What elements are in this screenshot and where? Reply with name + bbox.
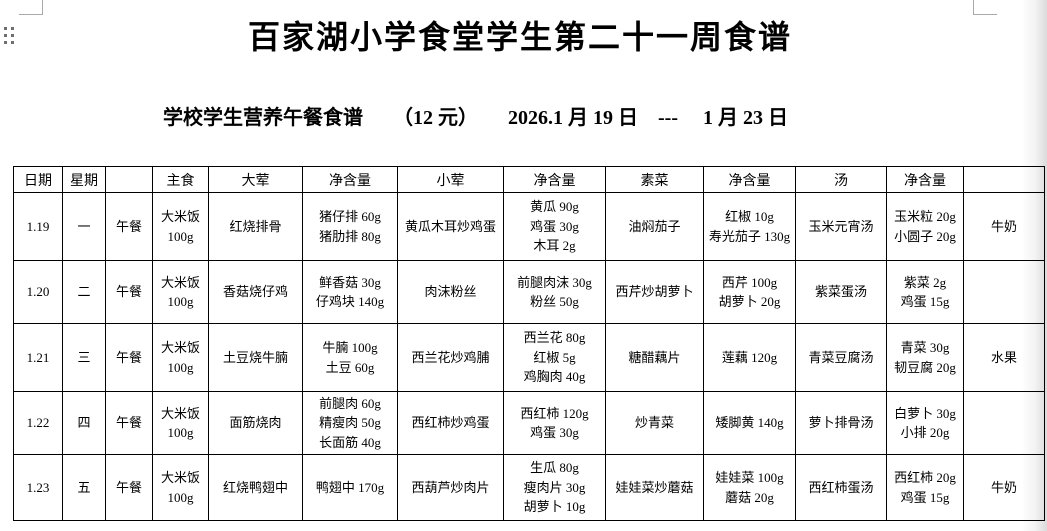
soup-cell[interactable]: 青菜豆腐汤 xyxy=(795,323,887,392)
handle-dot xyxy=(11,41,14,44)
side-weight-cell[interactable]: 西兰花 80g 红椒 5g 鸡胸肉 40g xyxy=(503,323,606,392)
header-staple[interactable]: 主食 xyxy=(152,166,209,193)
soup-weight-cell[interactable]: 白萝卜 30g 小排 20g xyxy=(886,391,964,455)
header-side-net-weight[interactable]: 净含量 xyxy=(503,166,606,193)
soup-weight-cell[interactable]: 青菜 30g 韧豆腐 20g xyxy=(886,323,964,392)
main-dish-cell[interactable]: 香菇烧仔鸡 xyxy=(208,260,303,324)
soup-cell[interactable]: 西红柿蛋汤 xyxy=(795,454,887,521)
main-weight-cell[interactable]: 牛腩 100g 土豆 60g xyxy=(302,323,398,392)
main-dish-cell[interactable]: 红烧鸭翅中 xyxy=(208,454,303,521)
header-weekday[interactable]: 星期 xyxy=(62,166,106,193)
header-soup[interactable]: 汤 xyxy=(795,166,887,193)
text-boundary-mark-left xyxy=(19,0,43,15)
menu-row-friday: 1.23 五 午餐 大米饭 100g 红烧鸭翅中 鸭翅中 170g 西葫芦炒肉片… xyxy=(13,454,1045,521)
weekday-cell[interactable]: 二 xyxy=(62,260,106,324)
soup-weight-cell[interactable]: 玉米粒 20g 小圆子 20g xyxy=(886,192,964,261)
menu-row-tuesday: 1.20 二 午餐 大米饭 100g 香菇烧仔鸡 鲜香菇 30g 仔鸡块 140… xyxy=(13,260,1045,324)
staple-cell[interactable]: 大米饭 100g xyxy=(152,454,209,521)
handle-dot xyxy=(11,34,14,37)
main-weight-cell[interactable]: 猪仔排 60g 猪肋排 80g xyxy=(302,192,398,261)
meal-cell[interactable]: 午餐 xyxy=(105,260,153,324)
main-dish-cell[interactable]: 红烧排骨 xyxy=(208,192,303,261)
header-veg-net-weight[interactable]: 净含量 xyxy=(703,166,796,193)
text-boundary-mark-right xyxy=(973,0,997,15)
veg-weight-cell[interactable]: 西芹 100g 胡萝卜 20g xyxy=(703,260,796,324)
menu-row-thursday: 1.22 四 午餐 大米饭 100g 面筋烧肉 前腿肉 60g 精瘦肉 50g … xyxy=(13,391,1045,455)
meal-cell[interactable]: 午餐 xyxy=(105,391,153,455)
side-weight-cell[interactable]: 生瓜 80g 瘦肉片 30g 胡萝卜 10g xyxy=(503,454,606,521)
weekday-cell[interactable]: 四 xyxy=(62,391,106,455)
header-veg-dish[interactable]: 素菜 xyxy=(605,166,704,193)
header-main-dish[interactable]: 大荤 xyxy=(208,166,303,193)
extra-cell[interactable]: 水果 xyxy=(963,323,1045,392)
main-weight-cell[interactable]: 前腿肉 60g 精瘦肉 50g 长面筋 40g xyxy=(302,391,398,455)
main-dish-cell[interactable]: 土豆烧牛腩 xyxy=(208,323,303,392)
soup-weight-cell[interactable]: 紫菜 2g 鸡蛋 15g xyxy=(886,260,964,324)
menu-table: 日期 星期 主食 大荤 净含量 小荤 净含量 素菜 净含量 汤 净含量 1.19… xyxy=(13,166,1045,521)
menu-header-row: 日期 星期 主食 大荤 净含量 小荤 净含量 素菜 净含量 汤 净含量 xyxy=(13,166,1045,193)
side-dish-cell[interactable]: 西兰花炒鸡脯 xyxy=(397,323,504,392)
side-weight-cell[interactable]: 黄瓜 90g 鸡蛋 30g 木耳 2g xyxy=(503,192,606,261)
extra-cell[interactable]: 牛奶 xyxy=(963,192,1045,261)
handle-dot xyxy=(11,27,14,30)
header-side-dish[interactable]: 小荤 xyxy=(397,166,504,193)
weekday-cell[interactable]: 三 xyxy=(62,323,106,392)
main-weight-cell[interactable]: 鲜香菇 30g 仔鸡块 140g xyxy=(302,260,398,324)
weekday-cell[interactable]: 五 xyxy=(62,454,106,521)
side-dish-cell[interactable]: 西葫芦炒肉片 xyxy=(397,454,504,521)
header-meal[interactable] xyxy=(105,166,153,193)
side-weight-cell[interactable]: 前腿肉沫 30g 粉丝 50g xyxy=(503,260,606,324)
date-cell[interactable]: 1.23 xyxy=(13,454,63,521)
header-soup-net-weight[interactable]: 净含量 xyxy=(886,166,964,193)
veg-weight-cell[interactable]: 莲藕 120g xyxy=(703,323,796,392)
extra-cell[interactable] xyxy=(963,391,1045,455)
soup-cell[interactable]: 萝卜排骨汤 xyxy=(795,391,887,455)
page-subtitle[interactable]: 学校学生营养午餐食谱 （12 元） 2026.1 月 19 日 --- 1 月 … xyxy=(163,107,788,129)
extra-cell[interactable]: 牛奶 xyxy=(963,454,1045,521)
side-dish-cell[interactable]: 黄瓜木耳炒鸡蛋 xyxy=(397,192,504,261)
meal-cell[interactable]: 午餐 xyxy=(105,192,153,261)
veg-dish-cell[interactable]: 糖醋藕片 xyxy=(605,323,704,392)
handle-dot xyxy=(4,27,7,30)
extra-cell[interactable] xyxy=(963,260,1045,324)
veg-dish-cell[interactable]: 油焖茄子 xyxy=(605,192,704,261)
header-date[interactable]: 日期 xyxy=(13,166,63,193)
main-weight-cell[interactable]: 鸭翅中 170g xyxy=(302,454,398,521)
main-dish-cell[interactable]: 面筋烧肉 xyxy=(208,391,303,455)
soup-cell[interactable]: 紫菜蛋汤 xyxy=(795,260,887,324)
menu-row-wednesday: 1.21 三 午餐 大米饭 100g 土豆烧牛腩 牛腩 100g 土豆 60g … xyxy=(13,323,1045,392)
date-cell[interactable]: 1.19 xyxy=(13,192,63,261)
side-weight-cell[interactable]: 西红柿 120g 鸡蛋 30g xyxy=(503,391,606,455)
side-dish-cell[interactable]: 肉沫粉丝 xyxy=(397,260,504,324)
table-move-handle-icon[interactable] xyxy=(4,27,14,44)
staple-cell[interactable]: 大米饭 100g xyxy=(152,323,209,392)
page-title[interactable]: 百家湖小学食堂学生第二十一周食谱 xyxy=(247,19,792,55)
staple-cell[interactable]: 大米饭 100g xyxy=(152,260,209,324)
date-cell[interactable]: 1.22 xyxy=(13,391,63,455)
veg-dish-cell[interactable]: 炒青菜 xyxy=(605,391,704,455)
side-dish-cell[interactable]: 西红柿炒鸡蛋 xyxy=(397,391,504,455)
soup-weight-cell[interactable]: 西红柿 20g 鸡蛋 15g xyxy=(886,454,964,521)
veg-weight-cell[interactable]: 矮脚黄 140g xyxy=(703,391,796,455)
staple-cell[interactable]: 大米饭 100g xyxy=(152,391,209,455)
veg-dish-cell[interactable]: 娃娃菜炒蘑菇 xyxy=(605,454,704,521)
veg-weight-cell[interactable]: 娃娃菜 100g 蘑菇 20g xyxy=(703,454,796,521)
header-main-net-weight[interactable]: 净含量 xyxy=(302,166,398,193)
date-cell[interactable]: 1.20 xyxy=(13,260,63,324)
weekday-cell[interactable]: 一 xyxy=(62,192,106,261)
meal-cell[interactable]: 午餐 xyxy=(105,454,153,521)
soup-cell[interactable]: 玉米元宵汤 xyxy=(795,192,887,261)
meal-cell[interactable]: 午餐 xyxy=(105,323,153,392)
handle-dot xyxy=(4,34,7,37)
date-cell[interactable]: 1.21 xyxy=(13,323,63,392)
veg-dish-cell[interactable]: 西芹炒胡萝卜 xyxy=(605,260,704,324)
handle-dot xyxy=(4,41,7,44)
menu-row-monday: 1.19 一 午餐 大米饭 100g 红烧排骨 猪仔排 60g 猪肋排 80g … xyxy=(13,192,1045,261)
header-extra[interactable] xyxy=(963,166,1045,193)
veg-weight-cell[interactable]: 红椒 10g 寿光茄子 130g xyxy=(703,192,796,261)
staple-cell[interactable]: 大米饭 100g xyxy=(152,192,209,261)
